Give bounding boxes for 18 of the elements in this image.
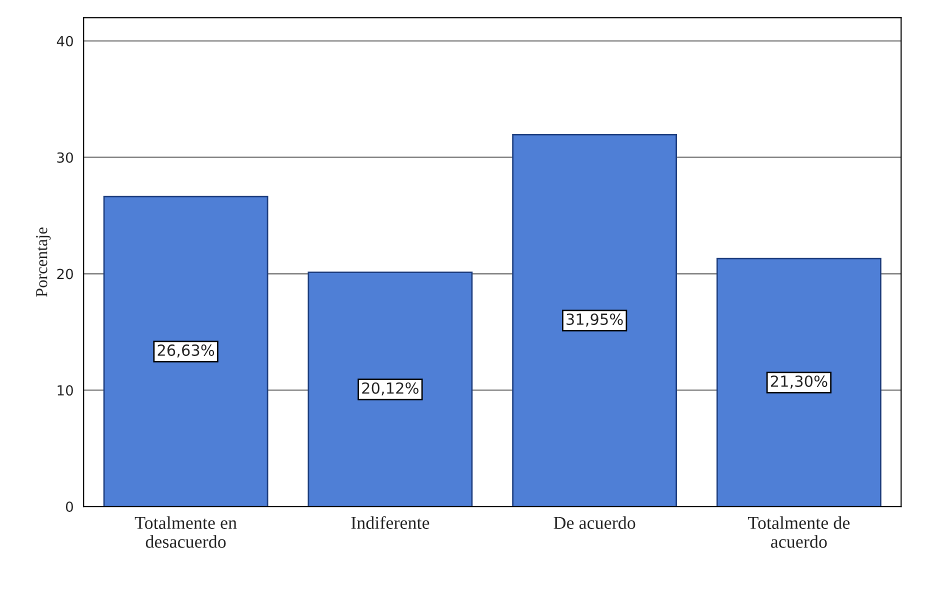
data-label: 31,95% <box>566 313 623 327</box>
y-tick-label: 30 <box>57 152 73 163</box>
y-tick-label: 10 <box>58 385 73 396</box>
x-tick-label: Totalmente de acuerdo <box>748 516 850 548</box>
y-tick-label: 0 <box>66 502 73 512</box>
x-tick-label: De acuerdo <box>554 516 636 529</box>
data-label: 20,12% <box>362 382 418 396</box>
data-label: 26,63% <box>158 344 214 358</box>
bar <box>308 272 473 507</box>
bar <box>716 258 882 507</box>
y-tick-label: 40 <box>56 36 73 46</box>
y-axis-title: Porcentaje <box>36 228 51 297</box>
y-tick-label: 20 <box>57 268 73 280</box>
x-tick-label: Indiferente <box>351 516 430 529</box>
bar <box>512 134 678 507</box>
data-label: 21,30% <box>770 375 828 389</box>
x-tick-label: Totalmente en desacuerdo <box>134 516 237 548</box>
bar <box>103 196 268 507</box>
